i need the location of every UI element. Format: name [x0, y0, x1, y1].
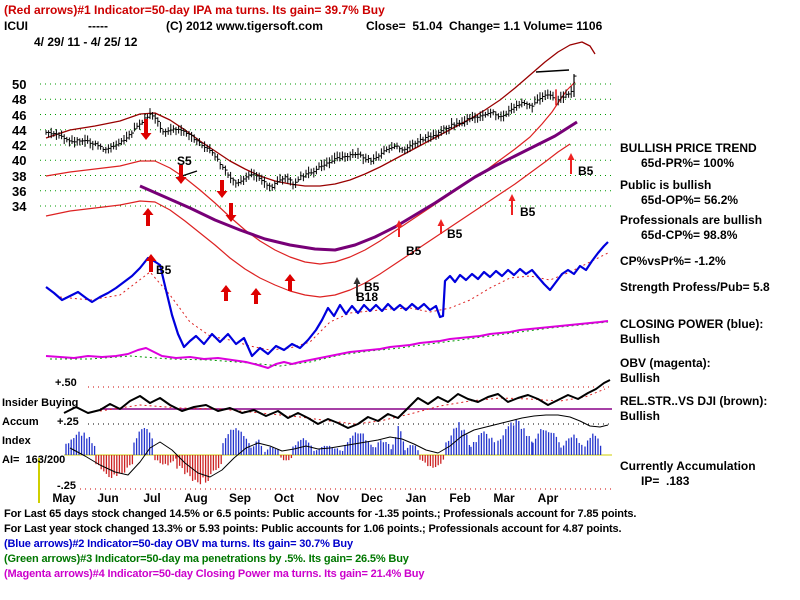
analysis-line: Public is bullish — [620, 178, 712, 192]
analysis-line: CLOSING POWER (blue): — [620, 317, 764, 331]
x-axis-month-label: May — [52, 491, 76, 505]
price-axis-tick-label: 46 — [12, 107, 27, 123]
buy-signal-arrow — [437, 219, 445, 234]
indicator-label: AI= 163/200 — [2, 454, 66, 466]
price-axis-tick-label: 34 — [12, 199, 27, 214]
ma65-purple-line — [139, 120, 578, 252]
buy-signal-arrow — [353, 277, 361, 296]
summary-line: For Last year stock changed 13.3% or 5.9… — [4, 523, 622, 535]
x-axis-month-label: Jun — [97, 491, 119, 505]
price-axis-tick-label: 42 — [12, 138, 27, 153]
lower-envelope-line — [45, 143, 571, 298]
analysis-line: REL.STR..VS DJI (brown): — [620, 394, 768, 408]
price-axis-tick-label: 36 — [12, 183, 27, 199]
x-axis-month-label: Jul — [143, 491, 161, 505]
analysis-line: Bullish — [620, 409, 661, 423]
indicator-label: -.25 — [57, 480, 76, 492]
signal-label: B5 — [364, 280, 380, 294]
price-axis-tick-label: 44 — [12, 122, 27, 138]
x-axis-month-label: Dec — [360, 491, 384, 505]
buy-signal-arrow — [567, 153, 575, 174]
indicator-label: +.25 — [57, 416, 79, 428]
closing-power-ma-dotted-line — [59, 252, 609, 351]
summary-line: (Blue arrows)#2 Indicator=50-day OBV ma … — [4, 538, 353, 550]
indicator-label: Index — [2, 435, 31, 447]
relstr-ma-dotted-line — [99, 388, 606, 425]
signal-label: B5 — [447, 227, 463, 241]
buy-signal-arrow — [284, 274, 296, 291]
price-axis-tick-label: 50 — [12, 77, 27, 92]
signal-label: S5 — [177, 154, 192, 168]
obv-line — [45, 320, 609, 369]
x-axis-month-label: Nov — [316, 491, 340, 505]
signal-label: B5 — [156, 263, 172, 277]
buy-signal-arrow — [395, 220, 403, 237]
indicator1-header-line: (Red arrows)#1 Indicator=50-day IPA ma t… — [4, 3, 385, 17]
signal-label: B5 — [578, 164, 594, 178]
accum-index-ma-line — [69, 414, 609, 478]
analysis-line: BULLISH PRICE TREND — [620, 141, 757, 155]
date-range-label: 4/ 29/ 11 - 4/ 25/ 12 — [34, 35, 138, 49]
header-dashes: ----- — [88, 19, 108, 33]
analysis-line: Bullish — [620, 332, 661, 346]
analysis-line: IP= .183 — [641, 474, 690, 488]
summary-line: (Green arrows)#3 Indicator=50-day ma pen… — [4, 553, 409, 565]
closing-power-line — [45, 241, 609, 358]
obv-ma-dotted-line — [50, 321, 609, 367]
price-axis-tick-label: 40 — [12, 153, 27, 169]
signal-label: B18 — [356, 290, 378, 304]
analysis-line: 65d-PR%= 100% — [641, 156, 735, 170]
trend-line — [535, 69, 570, 73]
indicator-label: Accum — [2, 416, 39, 428]
analysis-line: OBV (magenta): — [620, 356, 711, 370]
buy-signal-arrow — [145, 254, 157, 272]
sell-signal-arrow — [216, 180, 228, 198]
relative-strength-line — [63, 379, 611, 429]
analysis-line: 65d-OP%= 56.2% — [641, 193, 739, 207]
signal-label: B5 — [520, 205, 536, 219]
analysis-line: Strength Profess/Pub= 5.8 — [620, 280, 770, 294]
ticker-symbol: ICUI — [4, 19, 28, 33]
price-axis-tick-label: 38 — [12, 168, 27, 184]
analysis-line: Bullish — [620, 371, 661, 385]
analysis-line: 65d-CP%= 98.8% — [641, 228, 738, 242]
sell-signal-arrow — [175, 165, 187, 184]
price-axis-tick-label: 48 — [12, 92, 27, 108]
analysis-line: Professionals are bullish — [620, 213, 763, 227]
x-axis-month-label: Aug — [184, 491, 208, 505]
buy-signal-arrow — [142, 208, 154, 226]
buy-signal-arrow — [508, 194, 516, 215]
analysis-line: CP%vsPr%= -1.2% — [620, 254, 726, 268]
x-axis-month-label: Mar — [493, 491, 515, 505]
buy-signal-arrow — [250, 288, 262, 304]
indicator-label: Insider Buying — [2, 397, 79, 409]
sell-signal-arrow — [225, 203, 237, 222]
x-axis-month-label: Jan — [405, 491, 427, 505]
signal-label: B5 — [406, 244, 422, 258]
ma50-line — [45, 81, 576, 265]
quote-summary: Close= 51.04 Change= 1.1 Volume= 1106 — [366, 19, 603, 33]
x-axis-month-label: Oct — [273, 491, 295, 505]
upper-envelope-line — [45, 41, 596, 187]
x-axis-month-label: Feb — [449, 491, 471, 505]
summary-line: For Last 65 days stock changed 14.5% or … — [4, 508, 637, 520]
buy-signal-arrow — [220, 285, 232, 301]
x-axis-month-label: Sep — [228, 491, 252, 505]
indicator-label: +.50 — [55, 377, 77, 389]
x-axis-month-label: Apr — [537, 491, 559, 505]
analysis-line: Currently Accumulation — [620, 459, 756, 473]
summary-line: (Magenta arrows)#4 Indicator=50-day Clos… — [4, 568, 425, 580]
sell-signal-arrow — [140, 119, 152, 140]
copyright-label: (C) 2012 www.tigersoft.com — [166, 19, 323, 33]
